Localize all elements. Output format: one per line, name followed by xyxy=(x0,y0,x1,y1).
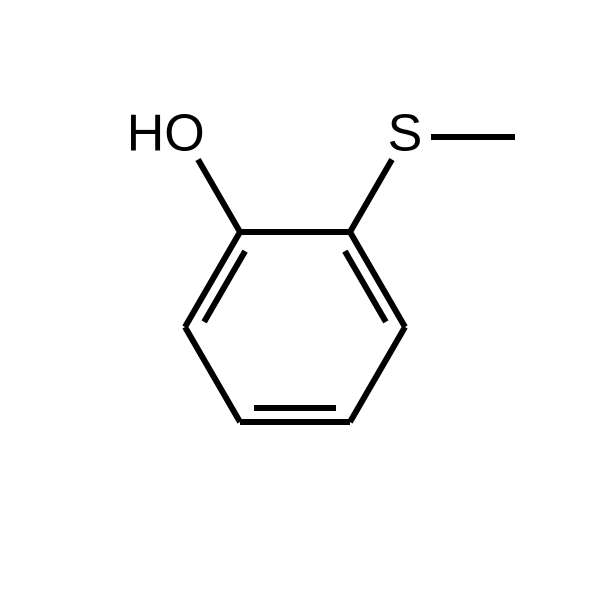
atom-label-s: S xyxy=(388,105,423,163)
bond xyxy=(185,327,240,422)
molecule-diagram: HO S xyxy=(0,0,600,600)
bond xyxy=(350,327,405,422)
bond xyxy=(198,160,240,232)
labels-layer: HO S xyxy=(127,105,423,163)
atom-label-o: HO xyxy=(127,105,205,163)
bond xyxy=(350,160,392,232)
bonds-layer xyxy=(185,137,515,422)
